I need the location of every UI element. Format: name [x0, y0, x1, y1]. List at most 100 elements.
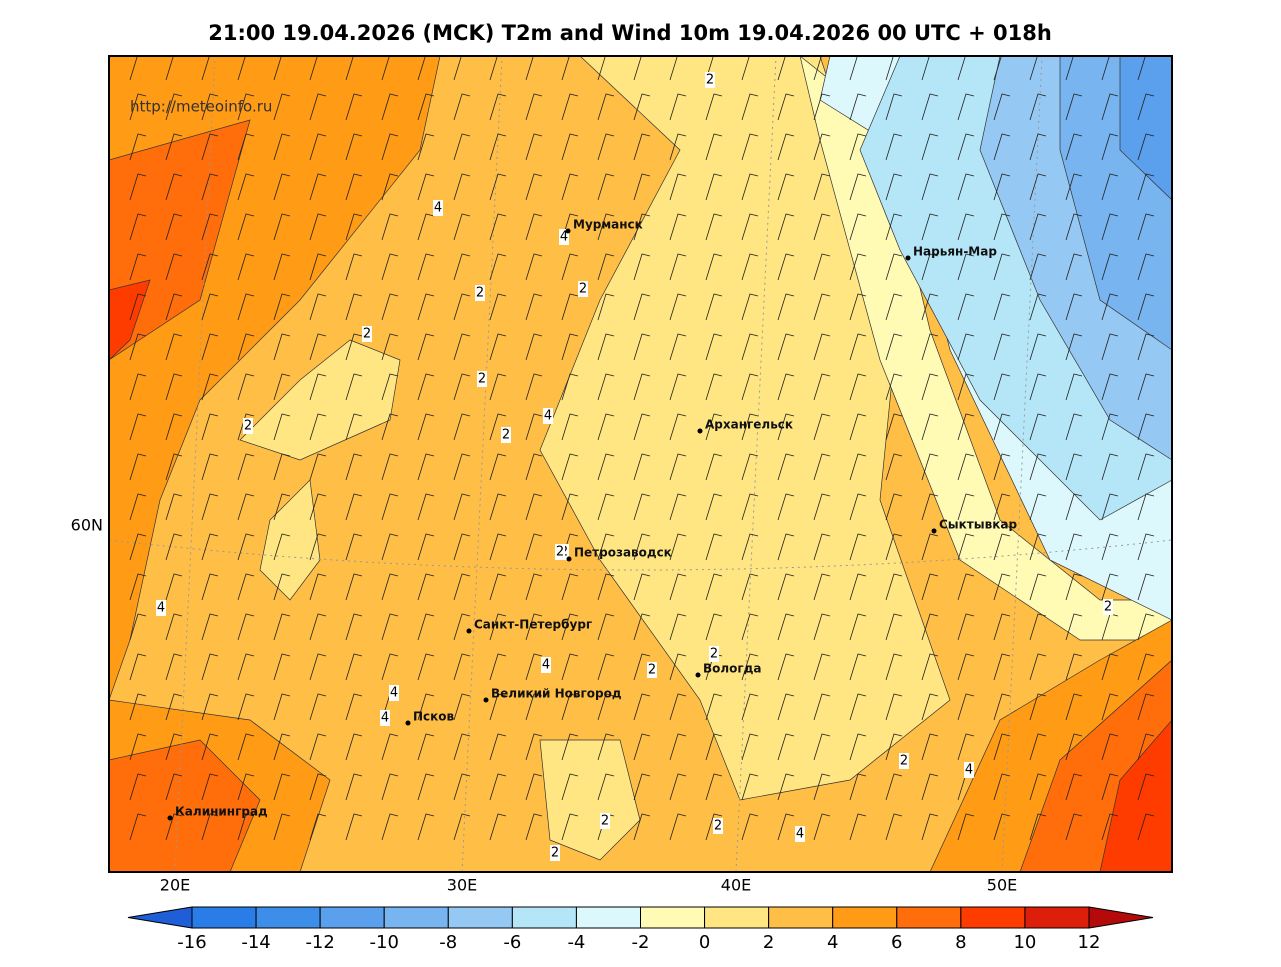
- temperature-region: [109, 119, 251, 361]
- wind-barb: [489, 693, 507, 721]
- wind-barb: [957, 133, 975, 161]
- wind-barb: [669, 493, 687, 521]
- contour-label: 2: [714, 819, 722, 834]
- wind-barb: [309, 213, 327, 241]
- lon-label: 30E: [447, 876, 477, 895]
- wind-barb: [741, 333, 759, 361]
- wind-barb: [201, 253, 219, 281]
- wind-barb: [597, 293, 615, 321]
- contour-label-bg: [550, 845, 560, 861]
- wind-barb: [417, 293, 435, 321]
- contour-label-bg: [543, 408, 553, 424]
- city-label: Петрозаводск: [574, 546, 672, 560]
- wind-barb: [237, 573, 255, 601]
- meridian: [1001, 56, 1043, 872]
- wind-barb: [993, 773, 1011, 801]
- wind-barb: [129, 373, 147, 401]
- wind-barb: [345, 133, 363, 161]
- wind-barb: [309, 373, 327, 401]
- wind-barb: [957, 333, 975, 361]
- wind-barb: [417, 653, 435, 681]
- wind-barb: [201, 293, 219, 321]
- wind-barb: [1101, 573, 1119, 601]
- wind-barb: [813, 333, 831, 361]
- wind-barb: [741, 133, 759, 161]
- wind-barb: [921, 373, 939, 401]
- wind-barb: [1029, 733, 1047, 761]
- wind-barb: [813, 253, 831, 281]
- wind-barb: [669, 253, 687, 281]
- wind-barb: [165, 253, 183, 281]
- wind-barb: [165, 373, 183, 401]
- wind-barb: [201, 56, 218, 81]
- contour-label: 4: [796, 827, 804, 842]
- lon-label: 40E: [721, 876, 751, 895]
- colorbar-tick-label: 10: [1013, 932, 1036, 953]
- wind-barb: [237, 773, 255, 801]
- contour-label: 2: [363, 327, 371, 342]
- wind-barb: [813, 56, 830, 81]
- wind-barb: [165, 733, 183, 761]
- wind-barb: [417, 333, 435, 361]
- wind-barb: [849, 293, 867, 321]
- wind-barb: [201, 133, 219, 161]
- contour-label: 2: [710, 647, 718, 662]
- contour-label-bg: [578, 281, 588, 297]
- city-dot: [695, 672, 701, 678]
- wind-barb: [417, 453, 435, 481]
- wind-barb: [669, 613, 687, 641]
- wind-barb: [705, 253, 723, 281]
- wind-barb: [633, 253, 651, 281]
- contour-label-bg: [899, 753, 909, 769]
- wind-barb: [309, 333, 327, 361]
- wind-barb: [921, 533, 939, 561]
- wind-barb: [741, 253, 759, 281]
- wind-barb: [741, 493, 759, 521]
- wind-barb: [849, 653, 867, 681]
- wind-barb: [669, 813, 687, 841]
- wind-barb: [957, 453, 975, 481]
- wind-barb: [381, 56, 398, 81]
- wind-barb: [561, 453, 579, 481]
- wind-barb: [705, 693, 723, 721]
- wind-barb: [1065, 693, 1083, 721]
- wind-barb: [453, 493, 471, 521]
- wind-barb: [489, 533, 507, 561]
- wind-barb: [1101, 453, 1119, 481]
- wind-barb: [129, 773, 147, 801]
- wind-barb: [885, 173, 903, 201]
- contour-label-bg: [541, 657, 551, 673]
- wind-barb: [1101, 333, 1119, 361]
- colorbar: -16 -14 -12 -10 -8 -6 -4 -2 0 2 4 6 8 10 12: [127, 906, 1154, 953]
- wind-barb: [921, 773, 939, 801]
- city-dot: [931, 528, 937, 534]
- wind-barb: [669, 93, 687, 121]
- wind-barb: [849, 56, 866, 81]
- wind-barb: [777, 813, 795, 841]
- wind-barb: [309, 173, 327, 201]
- wind-barb: [741, 733, 759, 761]
- wind-barb: [1065, 493, 1083, 521]
- wind-barb: [885, 733, 903, 761]
- wind-barb: [453, 93, 471, 121]
- map-frame: [108, 55, 1173, 873]
- wind-barb: [525, 293, 543, 321]
- wind-barb: [417, 493, 435, 521]
- wind-barb: [273, 93, 291, 121]
- wind-barb: [777, 213, 795, 241]
- wind-barb: [345, 693, 363, 721]
- city-dot: [566, 556, 572, 562]
- wind-barb: [885, 773, 903, 801]
- wind-barb: [669, 533, 687, 561]
- wind-barb: [993, 413, 1011, 441]
- wind-barb: [417, 613, 435, 641]
- wind-barb: [993, 613, 1011, 641]
- wind-barb: [309, 93, 327, 121]
- wind-barb: [417, 813, 435, 841]
- colorbar-tick-label: 0: [699, 932, 710, 953]
- wind-barb: [201, 373, 219, 401]
- wind-barb: [165, 333, 183, 361]
- wind-barb: [885, 453, 903, 481]
- wind-barb: [849, 373, 867, 401]
- wind-barb: [489, 133, 507, 161]
